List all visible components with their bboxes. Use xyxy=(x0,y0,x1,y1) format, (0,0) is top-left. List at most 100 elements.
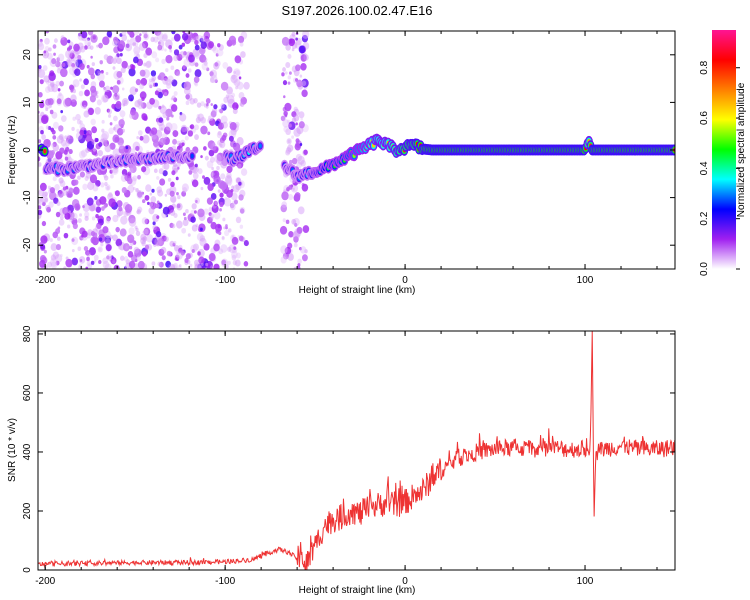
noise-blob xyxy=(170,264,178,269)
noise-blob xyxy=(97,70,101,74)
noise-blob xyxy=(192,243,199,251)
noise-blob xyxy=(109,122,113,126)
noise-blob xyxy=(240,168,248,176)
noise-blob xyxy=(293,266,297,269)
noise-blob xyxy=(303,54,309,61)
noise-blob xyxy=(118,206,123,212)
noise-blob xyxy=(104,263,112,269)
noise-blob xyxy=(174,244,180,252)
noise-blob xyxy=(87,31,94,36)
noise-blob xyxy=(123,266,127,269)
noise-blob xyxy=(106,108,111,113)
noise-blob xyxy=(78,32,82,37)
noise-blob xyxy=(297,155,305,165)
noise-blob xyxy=(139,83,145,90)
noise-blob xyxy=(220,244,228,253)
noise-blob xyxy=(155,203,160,209)
noise-blob xyxy=(179,113,187,122)
noise-blob xyxy=(211,107,218,115)
noise-blob xyxy=(180,250,185,256)
noise-blob xyxy=(282,218,286,223)
noise-blob xyxy=(128,217,137,227)
noise-blob xyxy=(192,172,199,180)
noise-blob xyxy=(207,183,214,191)
noise-blob xyxy=(193,259,200,267)
noise-blob xyxy=(52,141,57,147)
noise-blob xyxy=(113,115,118,122)
noise-blob xyxy=(185,93,193,101)
noise-blob xyxy=(237,163,242,169)
noise-blob xyxy=(139,33,142,37)
noise-blob xyxy=(150,127,158,135)
noise-blob xyxy=(167,75,174,84)
noise-blob xyxy=(142,134,150,144)
noise-blob xyxy=(128,214,136,224)
noise-blob xyxy=(129,37,137,46)
noise-blob xyxy=(190,244,198,253)
noise-blob xyxy=(161,58,166,65)
noise-blob xyxy=(126,177,133,185)
noise-blob xyxy=(300,117,304,121)
noise-blob xyxy=(165,108,173,118)
noise-blob xyxy=(64,97,72,107)
noise-blob xyxy=(134,100,141,108)
noise-blob xyxy=(141,31,148,35)
noise-blob xyxy=(212,46,219,54)
noise-blob xyxy=(208,212,212,216)
noise-blob xyxy=(176,140,181,146)
noise-blob xyxy=(98,247,102,252)
noise-blob xyxy=(100,242,104,247)
noise-blob xyxy=(134,225,138,230)
noise-blob xyxy=(232,184,240,193)
noise-blob xyxy=(173,262,178,269)
spectral-ridge xyxy=(38,133,675,184)
noise-blob xyxy=(235,69,240,76)
noise-blob xyxy=(109,234,114,240)
noise-blob xyxy=(174,69,180,76)
noise-blob xyxy=(96,222,102,230)
noise-blob xyxy=(181,32,189,41)
noise-blob xyxy=(144,244,150,250)
noise-blob xyxy=(291,39,295,44)
noise-blob xyxy=(200,262,204,267)
noise-blob xyxy=(79,123,86,130)
noise-blob xyxy=(133,46,141,55)
noise-blob xyxy=(110,174,114,179)
noise-blob xyxy=(166,82,172,89)
noise-blob xyxy=(293,232,297,236)
noise-blob xyxy=(104,181,108,186)
noise-blob xyxy=(190,209,196,216)
noise-blob xyxy=(141,96,145,102)
x-tick-label: -100 xyxy=(215,275,235,286)
snr-frame xyxy=(37,330,676,571)
noise-blob xyxy=(114,93,118,97)
noise-blob xyxy=(56,135,64,144)
noise-blob xyxy=(285,149,291,156)
noise-blob xyxy=(106,185,110,190)
noise-blob xyxy=(56,236,61,241)
noise-blob xyxy=(291,117,297,123)
noise-blob xyxy=(166,116,170,121)
noise-blob xyxy=(59,215,64,220)
noise-blob xyxy=(287,193,294,201)
noise-blob xyxy=(282,119,290,128)
noise-blob xyxy=(120,215,128,225)
noise-blob xyxy=(171,170,176,176)
noise-blob xyxy=(150,196,157,203)
noise-blob xyxy=(56,57,61,62)
noise-blob xyxy=(200,35,206,42)
noise-blob xyxy=(50,82,55,88)
noise-blob xyxy=(281,191,289,201)
noise-blob xyxy=(47,98,54,106)
noise-blob xyxy=(200,227,203,232)
noise-blob xyxy=(57,88,61,92)
noise-blob xyxy=(132,186,136,191)
noise-blob xyxy=(293,236,299,243)
noise-blob xyxy=(49,109,54,115)
noise-blob xyxy=(293,106,298,112)
noise-blob xyxy=(283,126,289,133)
noise-blob xyxy=(239,208,245,214)
colorbar: 0.0 0.2 0.4 0.6 0.8 Normalized spectral ampl… xyxy=(699,30,747,276)
noise-blob xyxy=(115,100,122,108)
